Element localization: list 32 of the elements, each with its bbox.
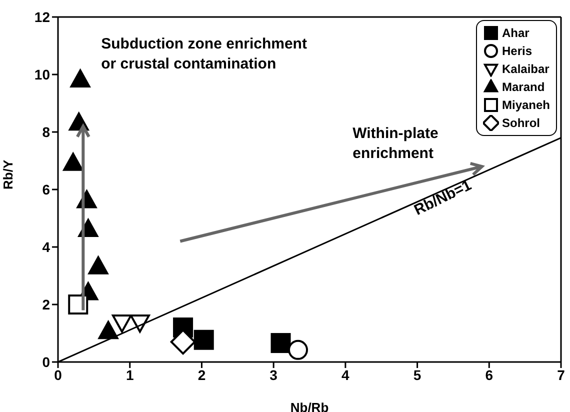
legend-label: Marand [502,80,545,94]
x-axis-title: Nb/Rb [290,400,329,412]
point [288,340,308,360]
legend-label: Ahar [502,26,530,40]
point [88,256,108,274]
y-tick-label: 4 [42,238,50,255]
y-tick-label: 0 [42,354,50,370]
legend-label: Sohrol [502,116,540,130]
y-tick-label: 10 [34,66,50,82]
annotation: Subduction zone enrichment or crustal contamination [101,36,307,73]
x-tick-label: 2 [198,366,206,383]
point [63,152,84,171]
x-tick-label: 4 [342,366,350,383]
y-axis-title: Rb/Y [0,160,16,190]
y-tick-label: 6 [42,181,50,198]
point [70,69,90,88]
y-tick-label: 12 [34,8,50,25]
x-tick-label: 6 [485,366,494,383]
x-tick-label: 1 [126,366,134,383]
legend-label: Miyaneh [502,98,550,112]
x-tick-label: 7 [557,366,566,383]
point [270,333,291,354]
legend-label: Kalaibar [502,62,550,76]
point [98,320,118,340]
legend-label: Heris [502,44,532,58]
y-tick-label: 8 [42,124,50,140]
x-tick-label: 3 [270,366,278,383]
x-tick-label: 5 [413,366,422,383]
annotation: Within-plate enrichment [352,124,438,162]
x-tick-label: 0 [54,366,62,383]
point [194,330,214,350]
y-tick-label: 2 [42,296,50,312]
